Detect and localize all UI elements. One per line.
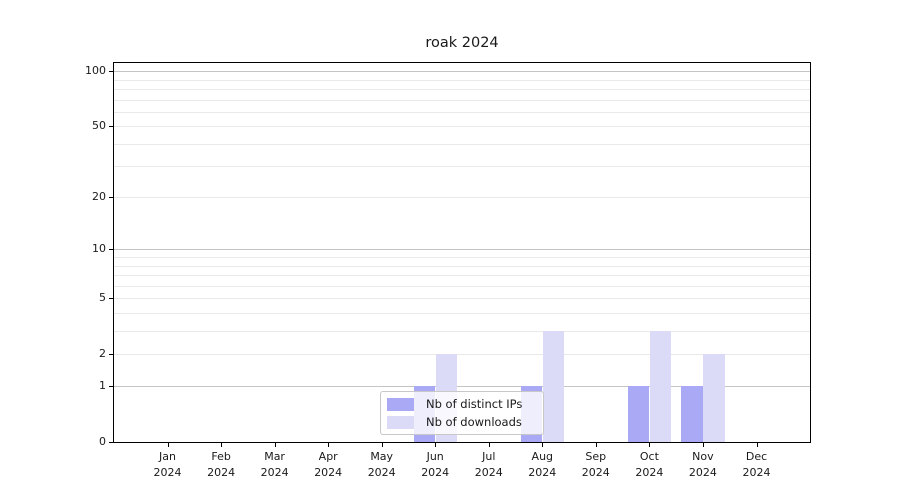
minor-gridline [114,166,810,168]
minor-gridline [114,88,810,90]
x-tick-mark [756,443,758,447]
x-tick-label: Jul 2024 [474,450,503,479]
minor-gridline [114,265,810,267]
y-tick-label: 5 [99,291,106,304]
minor-gridline [114,312,810,314]
minor-gridline [114,257,810,258]
y-tick-mark [109,298,113,299]
y-tick-label: 20 [92,190,106,204]
x-tick-mark [488,443,490,447]
major-gridline [114,249,810,251]
x-tick-label: Mar 2024 [260,450,289,479]
x-tick-label: Aug 2024 [528,450,557,479]
plot-area [113,62,811,443]
minor-gridline [114,111,810,113]
y-tick-mark [109,442,113,443]
legend-swatch-downloads [387,415,414,429]
x-tick-mark [274,443,276,447]
x-tick-label: Dec 2024 [742,450,771,479]
x-tick-mark [595,443,597,447]
x-tick-label: Jun 2024 [421,450,450,479]
x-tick-mark [328,443,330,447]
minor-gridline [114,99,810,101]
bar-distinct-ips-nov [681,386,703,442]
x-tick-label: Nov 2024 [688,450,717,479]
major-gridline [114,386,810,388]
legend: Nb of distinct IPs Nb of downloads [380,391,544,435]
x-tick-mark [381,443,383,447]
bar-downloads-aug [542,330,565,442]
minor-gridline [114,79,810,81]
y-tick-label: 50 [92,119,106,133]
x-tick-label: Oct 2024 [635,450,664,479]
x-tick-mark [649,443,651,447]
x-tick-mark [167,443,169,447]
legend-row-downloads: Nb of downloads [387,415,536,429]
x-tick-mark [435,443,437,447]
minor-gridline [114,298,810,299]
x-tick-label: May 2024 [367,450,396,479]
legend-label-downloads: Nb of downloads [426,415,522,429]
y-tick-label: 100 [85,64,106,78]
y-tick-mark [109,249,113,251]
y-tick-mark [109,126,113,128]
bar-downloads-oct [649,330,672,442]
y-tick-mark [109,386,113,388]
y-tick-mark [109,197,113,199]
minor-gridline [114,353,810,355]
legend-row-distinct-ips: Nb of distinct IPs [387,397,536,411]
x-tick-label: Jan 2024 [153,450,182,479]
bar-downloads-nov [703,353,725,442]
minor-gridline [114,197,810,199]
minor-gridline [114,274,810,276]
x-tick-mark [542,443,544,447]
minor-gridline [114,330,810,332]
y-tick-label: 1 [99,379,106,393]
major-gridline [114,71,810,73]
x-tick-label: Feb 2024 [207,450,236,479]
x-tick-label: Sep 2024 [581,450,610,479]
minor-gridline [114,126,810,128]
chart-title: roak 2024 [425,35,499,51]
y-tick-mark [109,353,113,355]
x-tick-mark [702,443,704,447]
bar-distinct-ips-oct [627,386,650,442]
x-tick-label: Apr 2024 [314,450,343,479]
legend-swatch-distinct-ips [387,397,414,411]
y-tick-label: 0 [99,435,106,448]
y-tick-label: 2 [99,346,106,360]
y-tick-mark [109,71,113,73]
legend-label-distinct-ips: Nb of distinct IPs [426,397,523,411]
x-tick-mark [221,443,223,447]
minor-gridline [114,285,810,287]
y-tick-label: 10 [92,242,106,256]
minor-gridline [114,143,810,145]
